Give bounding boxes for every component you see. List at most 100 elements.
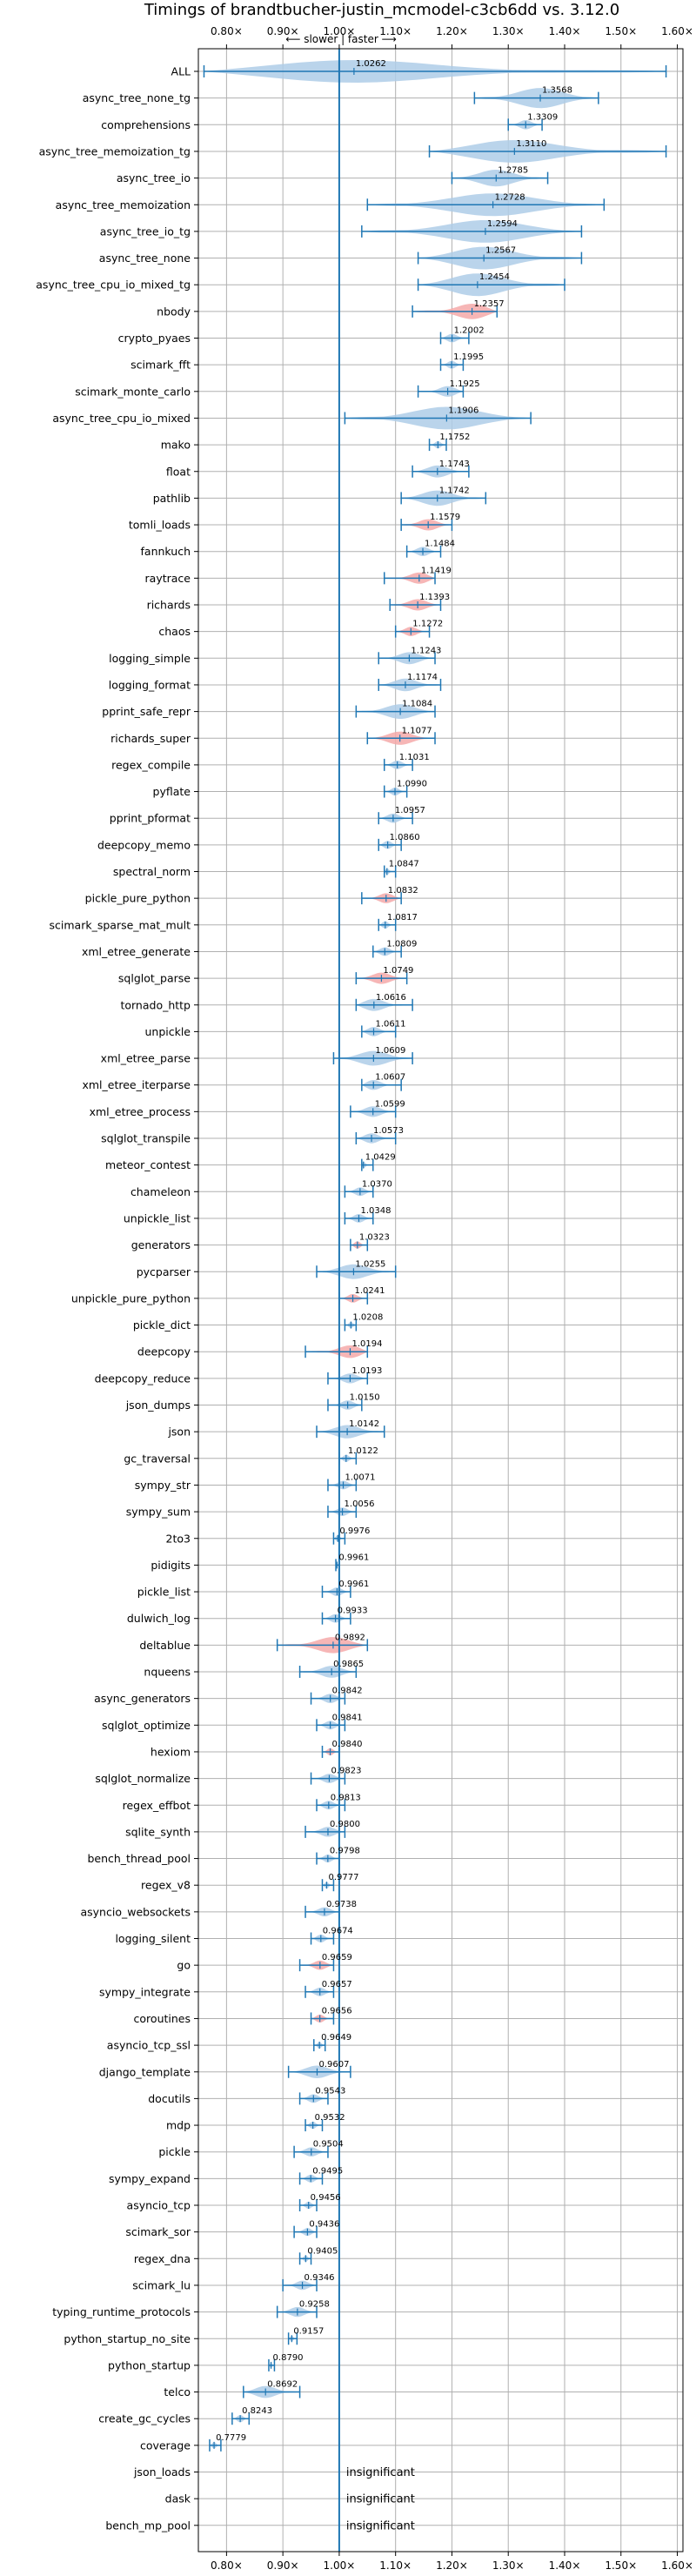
benchmark-label: fannkuch xyxy=(141,545,191,558)
benchmark-label: async_tree_none_tg xyxy=(83,91,191,104)
benchmark-label: mdp xyxy=(166,2119,191,2132)
x-tick-label-bottom: 1.30× xyxy=(492,2559,525,2572)
benchmark-label: async_tree_cpu_io_mixed_tg xyxy=(36,278,191,292)
value-label: 0.9405 xyxy=(307,2246,338,2256)
insignificant-label: insignificant xyxy=(346,2466,415,2479)
benchmark-label: coroutines xyxy=(134,2012,191,2025)
benchmark-label: sqlglot_optimize xyxy=(102,1719,191,1732)
benchmark-label: raytrace xyxy=(145,572,191,585)
value-label: 0.9532 xyxy=(315,2113,345,2123)
benchmark-label: telco xyxy=(164,2385,191,2398)
benchmark-label: unpickle_pure_python xyxy=(71,1291,191,1305)
value-label: 1.2594 xyxy=(487,219,518,229)
value-label: 0.8692 xyxy=(267,2380,298,2390)
benchmark-label: mako xyxy=(161,439,191,452)
benchmark-label: coverage xyxy=(140,2438,191,2452)
value-label: 1.0573 xyxy=(373,1126,404,1136)
benchmark-label: django_template xyxy=(99,2065,191,2078)
benchmark-label: asyncio_tcp_ssl xyxy=(107,2039,191,2052)
benchmark-label: unpickle_list xyxy=(124,1211,191,1224)
benchmark-label: sqlite_synth xyxy=(125,1825,191,1838)
benchmark-label: ALL xyxy=(171,65,191,78)
value-label: 1.0860 xyxy=(390,833,420,842)
value-label: 0.9456 xyxy=(311,2193,341,2203)
benchmark-label: python_startup xyxy=(108,2358,191,2371)
benchmark-label: scimark_sor xyxy=(125,2225,191,2238)
benchmark-label: pickle_pure_python xyxy=(85,892,191,905)
value-label: 0.9659 xyxy=(322,1953,352,1962)
benchmark-label: docutils xyxy=(148,2092,191,2105)
value-label: 0.9777 xyxy=(328,1873,358,1882)
benchmark-label: python_startup_no_site xyxy=(64,2332,191,2345)
value-label: 1.0142 xyxy=(349,1419,379,1429)
benchmark-label: bench_mp_pool xyxy=(105,2519,191,2532)
benchmark-label: asyncio_websockets xyxy=(80,1905,191,1918)
value-label: 1.0056 xyxy=(345,1499,375,1509)
benchmark-label: regex_v8 xyxy=(141,1879,191,1892)
benchmark-label: go xyxy=(177,1959,191,1972)
value-label: 1.0194 xyxy=(351,1339,382,1349)
value-label: 1.0809 xyxy=(386,939,417,949)
benchmark-label: pprint_safe_repr xyxy=(102,705,191,718)
value-label: 0.9649 xyxy=(321,2033,351,2043)
value-label: 1.0122 xyxy=(348,1446,378,1456)
value-label: 1.2357 xyxy=(474,299,505,309)
x-tick-label-bottom: 1.60× xyxy=(661,2559,693,2572)
benchmark-label: spectral_norm xyxy=(113,865,191,878)
x-tick-label-top: 1.60× xyxy=(661,25,693,37)
benchmark-label: async_tree_memoization xyxy=(56,198,191,211)
benchmark-label: pickle_list xyxy=(137,1586,191,1599)
value-label: 1.0193 xyxy=(351,1366,382,1376)
x-tick-label-top: 1.00× xyxy=(324,25,356,37)
benchmark-label: async_tree_cpu_io_mixed xyxy=(52,412,191,425)
benchmark-label: xml_etree_iterparse xyxy=(82,1078,191,1091)
benchmark-label: scimark_lu xyxy=(132,2278,191,2291)
value-label: 1.1579 xyxy=(430,513,460,522)
value-label: 1.1925 xyxy=(450,379,480,389)
value-label: 1.1743 xyxy=(439,460,470,469)
value-label: 1.0607 xyxy=(375,1073,405,1083)
benchmark-label: float xyxy=(166,465,191,478)
value-label: 1.0957 xyxy=(395,806,425,815)
value-label: 1.0323 xyxy=(359,1233,390,1243)
benchmark-label: pickle xyxy=(158,2145,191,2158)
benchmark-label: regex_effbot xyxy=(123,1799,191,1812)
benchmark-label: gc_traversal xyxy=(124,1452,191,1465)
benchmark-label: typing_runtime_protocols xyxy=(52,2305,191,2318)
x-tick-label-top: 1.20× xyxy=(436,25,468,37)
benchmark-label: nbody xyxy=(157,305,191,318)
value-label: 1.0348 xyxy=(360,1206,391,1216)
x-tick-label-top: 1.10× xyxy=(379,25,412,37)
benchmark-label: deepcopy_reduce xyxy=(95,1372,191,1385)
value-label: 1.0847 xyxy=(389,860,419,869)
benchmark-label: logging_format xyxy=(109,678,191,691)
benchmark-label: pathlib xyxy=(153,492,191,505)
benchmark-label: pyflate xyxy=(153,785,191,798)
value-label: 0.9976 xyxy=(339,1526,370,1536)
value-label: 1.2728 xyxy=(495,192,525,202)
benchmark-label: tomli_loads xyxy=(129,519,191,532)
value-label: 0.9157 xyxy=(293,2326,324,2336)
benchmark-label: unpickle xyxy=(144,1025,191,1038)
value-label: 1.1084 xyxy=(402,700,432,709)
x-tick-label-top: 1.30× xyxy=(492,25,525,37)
value-label: 0.9892 xyxy=(335,1633,365,1642)
value-label: 1.0150 xyxy=(350,1393,380,1403)
benchmark-label: logging_simple xyxy=(109,652,191,665)
benchmark-label: sqlglot_normalize xyxy=(95,1772,191,1785)
value-label: 1.2567 xyxy=(485,246,516,256)
benchmark-label: dask xyxy=(165,2492,191,2506)
value-label: 1.1393 xyxy=(419,593,450,602)
value-label: 1.0611 xyxy=(375,1019,405,1029)
benchmark-label: sqlglot_transpile xyxy=(101,1132,191,1145)
insignificant-label: insignificant xyxy=(346,2493,415,2506)
benchmark-label: logging_silent xyxy=(115,1932,191,1945)
benchmark-label: dulwich_log xyxy=(127,1612,191,1625)
value-label: 0.9674 xyxy=(323,1927,353,1936)
value-label: 1.1077 xyxy=(402,726,432,735)
benchmark-label: async_generators xyxy=(94,1692,191,1705)
value-label: 1.0832 xyxy=(388,886,418,896)
value-label: 1.1031 xyxy=(399,753,430,762)
benchmark-label: json_dumps xyxy=(125,1399,191,1412)
value-label: 0.7779 xyxy=(216,2433,246,2443)
